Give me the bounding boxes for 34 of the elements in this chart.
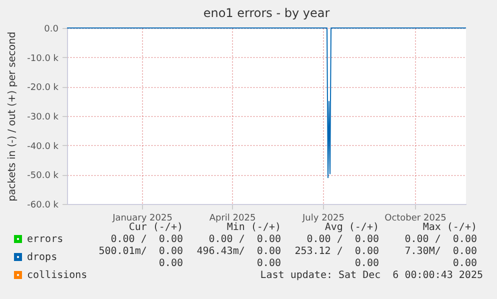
line-series <box>66 28 466 178</box>
y-tick-label: -50.0 k <box>27 171 60 182</box>
text: 0.00 / 0.00 <box>306 234 379 246</box>
legend-label: collisions <box>27 270 88 281</box>
y-tick-label: -30.0 k <box>27 112 60 122</box>
text: 500.01m/ 0.00 <box>98 246 183 258</box>
text: 0.00 <box>354 258 379 270</box>
legend-label: errors <box>27 234 64 245</box>
y-tick-label: 0.0 <box>44 24 59 34</box>
text: 0.00 <box>452 258 477 270</box>
text: Cur (-/+) <box>128 222 183 234</box>
text: Last update: Sat Dec 6 00:00:43 2025 <box>260 270 483 282</box>
text: Min (-/+) <box>226 222 281 234</box>
text: 496.43m/ 0.00 <box>196 246 281 258</box>
x-tick-label: July 2025 <box>302 214 344 224</box>
text: 0.00 / 0.00 <box>404 234 477 246</box>
x-tick-label: October 2025 <box>384 214 446 224</box>
y-axis-title: packets in (-) / out (+) per second <box>7 32 18 202</box>
text: 7.30M/ 0.00 <box>404 246 477 258</box>
text: 0.00 / 0.00 <box>208 234 281 246</box>
text: 253.12 / 0.00 <box>294 246 379 258</box>
text: 0.00 <box>256 258 281 270</box>
y-tick-label: -20.0 k <box>27 83 60 94</box>
legend-label: drops <box>27 252 58 263</box>
x-tick-label: April 2025 <box>209 214 256 224</box>
text: 0.00 <box>158 258 183 270</box>
x-tick-label: January 2025 <box>112 214 172 224</box>
text: Avg (-/+) <box>324 222 379 234</box>
text: 0.00 / 0.00 <box>110 234 183 246</box>
text: Max (-/+) <box>422 222 477 234</box>
chart-title: eno1 errors - by year <box>203 6 330 20</box>
y-tick-label: -10.0 k <box>27 54 60 64</box>
y-tick-label: -60.0 k <box>27 200 60 210</box>
y-tick-label: -40.0 k <box>27 142 60 152</box>
